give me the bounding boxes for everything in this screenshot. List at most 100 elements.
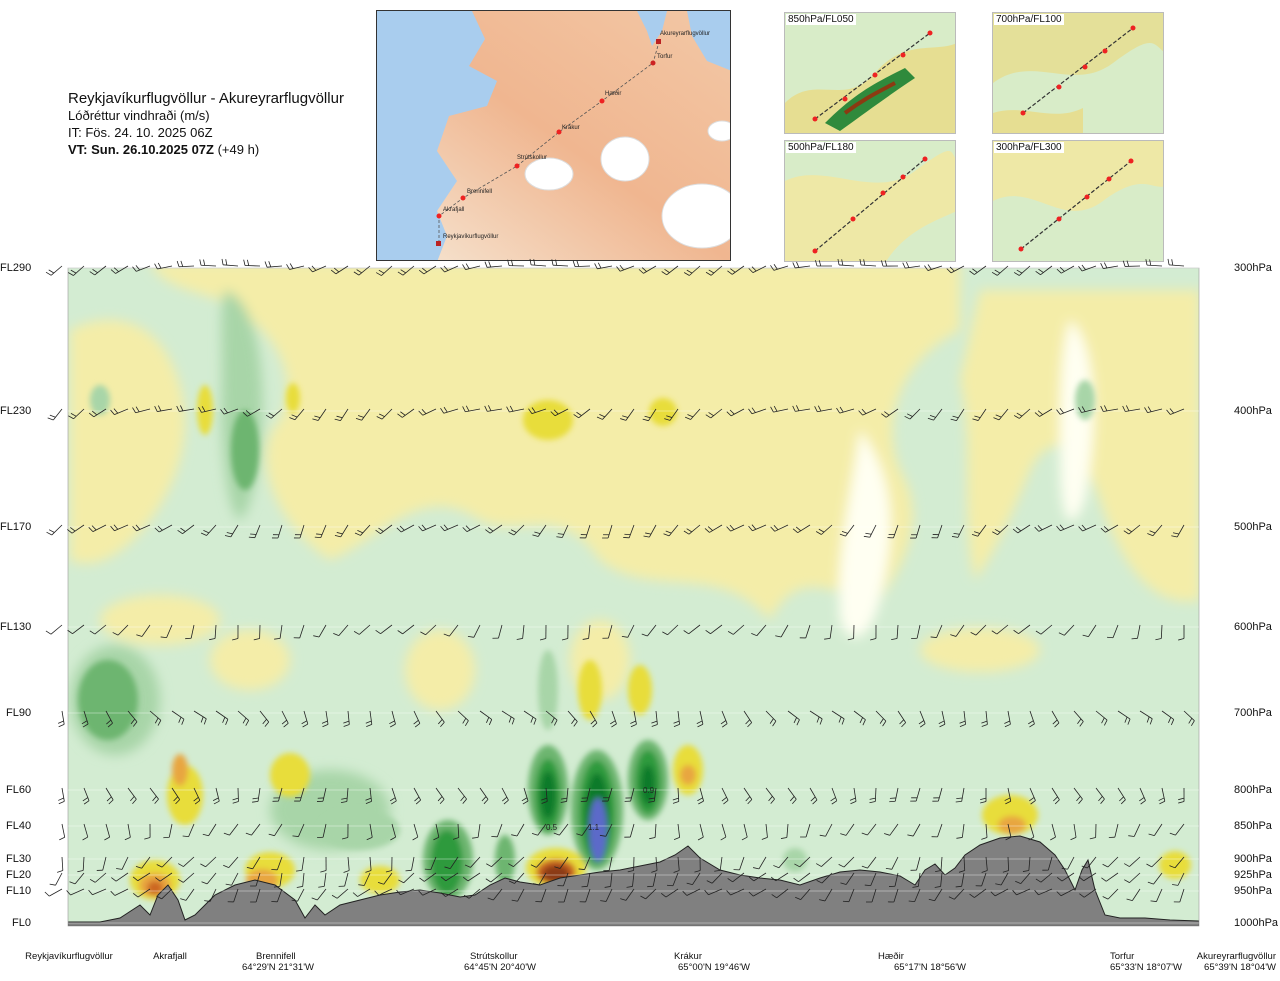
wind-barb — [839, 524, 855, 537]
waypoint-label-akureyri: Akureyrarflugvöllur 65°39'N 18°04'W — [1196, 951, 1276, 973]
wind-barb — [720, 710, 728, 728]
wind-barb — [443, 624, 459, 637]
wind-barb — [1051, 710, 1060, 728]
parameter-label: Lóðréttur vindhraði (m/s) — [68, 108, 210, 123]
level-panel-850[interactable]: 850hPa/FL050 — [784, 12, 956, 134]
map-label-brennifell: Brennifell — [467, 189, 492, 195]
wind-barb — [1124, 856, 1141, 867]
wind-barb — [995, 872, 1009, 886]
wind-barb — [532, 524, 547, 537]
fl-label: FL10 — [6, 885, 32, 897]
wind-barb — [374, 888, 393, 896]
wind-barb — [1034, 408, 1053, 417]
wind-barb — [511, 888, 525, 902]
panel-label: 850hPa/FL050 — [786, 14, 856, 25]
wind-barb — [1139, 787, 1146, 805]
wind-barb — [212, 787, 220, 805]
wind-barb — [1108, 823, 1119, 838]
wind-barb — [508, 872, 525, 884]
wind-barb — [479, 710, 493, 726]
terrain-profile — [68, 835, 1199, 926]
route-map[interactable]: Akureyrarflugvöllur Torfur Hæðir Krákur … — [376, 10, 731, 261]
wind-barb — [487, 888, 503, 901]
wind-barb — [881, 408, 899, 418]
chart-title-block: Reykjavíkurflugvöllur - Akureyrarflugvöl… — [68, 90, 380, 158]
wind-barb — [1035, 624, 1053, 635]
wind-barb — [209, 624, 217, 641]
wind-barb — [1167, 258, 1185, 267]
route-title: Reykjavíkurflugvöllur - Akureyrarflugvöl… — [68, 90, 344, 107]
wind-barb — [859, 259, 877, 267]
wind-barb — [969, 265, 987, 275]
wind-barb — [66, 888, 85, 896]
wind-barb — [354, 524, 371, 536]
wind-barb — [321, 710, 329, 728]
wind-barb — [726, 524, 745, 532]
wind-barb — [1042, 856, 1053, 871]
wind-barb — [1117, 710, 1131, 725]
wind-barb — [253, 624, 261, 641]
wind-barb — [390, 823, 396, 841]
wind-barb — [250, 888, 261, 903]
wind-barb — [1012, 888, 1031, 896]
wind-barb — [541, 787, 548, 804]
wind-barb — [666, 872, 679, 887]
wind-barb — [105, 787, 114, 805]
fl-label: FL20 — [6, 869, 32, 881]
wind-barb — [869, 787, 877, 804]
wind-barb — [932, 787, 943, 802]
wind-barb — [273, 872, 283, 888]
level-panel-700[interactable]: 700hPa/FL100 — [992, 12, 1164, 134]
wind-barb — [912, 872, 921, 888]
wind-barb — [375, 624, 393, 635]
waypoint-label-haedir: Hæðir 65°17'N 18°56'W — [878, 951, 966, 973]
wind-barb — [1073, 710, 1084, 727]
wind-barb — [799, 624, 811, 639]
wind-barb — [1073, 787, 1083, 804]
wind-barb — [110, 265, 129, 274]
wind-barb — [814, 405, 833, 413]
wind-barb — [863, 524, 877, 538]
wind-barb — [847, 624, 855, 641]
glacier-3 — [661, 183, 730, 249]
wind-barb — [136, 624, 151, 637]
wind-barb — [68, 408, 85, 420]
wind-barb — [970, 624, 987, 636]
wind-barb — [528, 407, 547, 414]
wind-barb — [1161, 710, 1175, 726]
wind-barb — [316, 787, 327, 802]
wind-barb — [440, 524, 459, 532]
wind-barb — [1144, 406, 1163, 414]
level-panel-300[interactable]: 300hPa/FL300 — [992, 140, 1164, 262]
wind-barb — [589, 710, 598, 728]
wind-barb — [485, 524, 503, 534]
wind-barb — [1012, 524, 1031, 534]
wind-barb — [1122, 405, 1141, 412]
wind-barb — [185, 624, 195, 640]
waypoint-label-akrafjall: Akrafjall — [153, 951, 187, 962]
wind-barb — [182, 823, 195, 838]
wind-barb — [891, 624, 899, 641]
wind-barb — [993, 408, 1009, 421]
wind-barb — [135, 856, 151, 869]
wind-barb — [440, 406, 459, 414]
wind-barb — [831, 710, 845, 725]
wind-barb — [1100, 405, 1119, 412]
wind-barb — [642, 408, 657, 422]
waypoint-marker — [514, 163, 520, 169]
level-panel-500[interactable]: 500hPa/FL180 — [784, 140, 956, 262]
wind-barb — [938, 710, 946, 728]
wind-barb — [1013, 265, 1031, 276]
wind-barb — [104, 823, 111, 841]
wind-barb — [352, 888, 371, 897]
wind-barb — [599, 823, 613, 837]
wind-barb — [227, 888, 239, 903]
wind-barb — [398, 872, 415, 884]
wind-barb — [1122, 260, 1141, 267]
wind-barb — [1102, 856, 1119, 868]
wind-barb — [1029, 787, 1036, 805]
wind-barb — [1173, 888, 1185, 903]
wind-barb — [358, 872, 371, 886]
wind-barb — [1128, 823, 1141, 837]
wind-barb — [334, 408, 349, 422]
